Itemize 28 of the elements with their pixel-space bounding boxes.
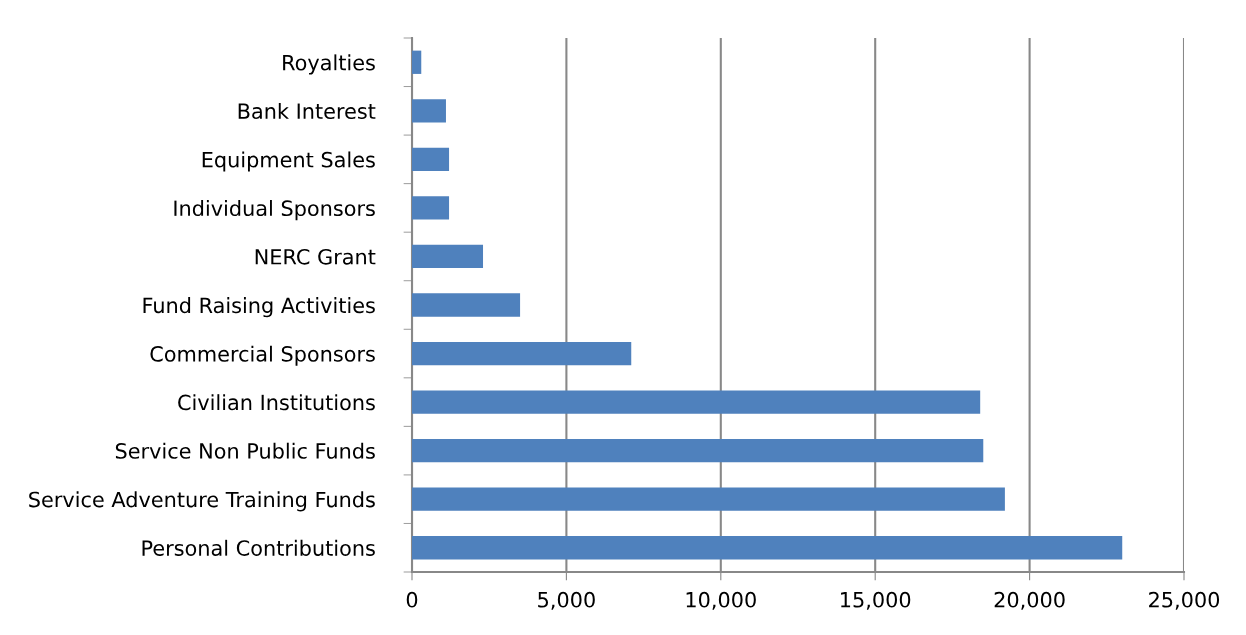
bar [412,99,446,123]
bar [412,50,422,74]
y-tick-label: Civilian Institutions [178,394,375,411]
x-tick-label: 10,000 [686,591,756,610]
x-tick-label: 5,000 [538,591,595,610]
y-tick-label: Personal Contributions [142,539,375,556]
y-tick-label: Service Adventure Training Funds [29,491,375,512]
x-tick-label: 20,000 [994,591,1065,610]
y-tick-label: Royalties [283,54,375,75]
y-tick-label: Equipment Sales [202,151,375,172]
bar [412,390,981,414]
x-tick-label: 0 [406,591,418,608]
y-tick-label: NERC Grant [255,248,376,265]
y-tick-label: Individual Sponsors [174,199,375,221]
bar [412,293,521,317]
bar [412,438,984,463]
x-tick-label: 15,000 [841,591,911,610]
x-tick-label: 25,000 [1149,591,1220,610]
y-tick-label: Service Non Public Funds [115,442,375,459]
bar [412,147,450,172]
y-tick-label: Commercial Sponsors [150,345,375,366]
bar [412,536,1123,560]
bar [412,196,450,220]
y-tick-label: Fund Raising Activities [143,297,375,318]
bar [412,244,484,269]
bar [412,341,632,366]
bar [412,487,1005,511]
y-tick-label: Bank Interest [238,102,376,120]
